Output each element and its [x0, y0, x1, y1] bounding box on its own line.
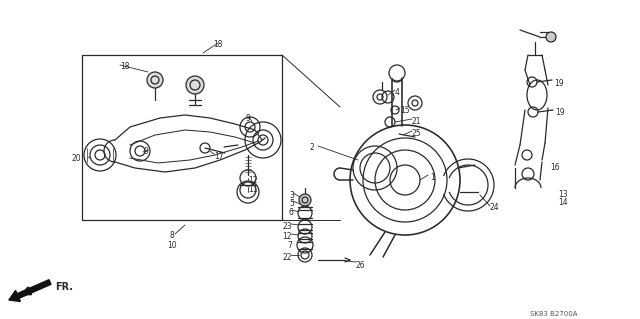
Text: 13: 13 [558, 190, 568, 199]
Text: 17: 17 [214, 152, 223, 161]
Text: 21: 21 [412, 117, 422, 126]
Text: 26: 26 [356, 261, 365, 270]
Text: 4: 4 [395, 88, 400, 97]
Text: 3: 3 [289, 191, 294, 200]
Text: FR.: FR. [55, 282, 73, 292]
Text: 10: 10 [167, 241, 177, 250]
Text: 19: 19 [555, 108, 564, 117]
Text: 6: 6 [288, 208, 293, 217]
Text: 12: 12 [248, 176, 257, 185]
FancyArrow shape [9, 280, 51, 301]
Text: 25: 25 [412, 129, 422, 138]
Text: 24: 24 [490, 203, 500, 212]
Text: 16: 16 [550, 163, 559, 172]
Text: 9: 9 [245, 114, 250, 123]
Text: 15: 15 [400, 106, 410, 115]
Text: 5: 5 [289, 199, 294, 208]
Text: 8: 8 [170, 231, 174, 240]
Text: 22: 22 [282, 253, 292, 262]
Text: 7: 7 [287, 241, 292, 250]
Circle shape [546, 32, 556, 42]
Circle shape [299, 194, 311, 206]
Text: 11: 11 [248, 185, 257, 194]
Text: 18: 18 [213, 40, 223, 49]
Text: 12: 12 [282, 232, 292, 241]
Text: 9: 9 [144, 147, 149, 156]
Text: 1: 1 [430, 173, 435, 182]
Circle shape [147, 72, 163, 88]
Text: 14: 14 [558, 198, 568, 207]
Text: SK83 B2700A: SK83 B2700A [530, 311, 577, 317]
Circle shape [186, 76, 204, 94]
Text: 2: 2 [310, 143, 315, 152]
Text: 23: 23 [282, 222, 292, 231]
Text: 18: 18 [120, 62, 129, 71]
Text: 19: 19 [554, 79, 564, 88]
Text: 20: 20 [72, 154, 82, 163]
